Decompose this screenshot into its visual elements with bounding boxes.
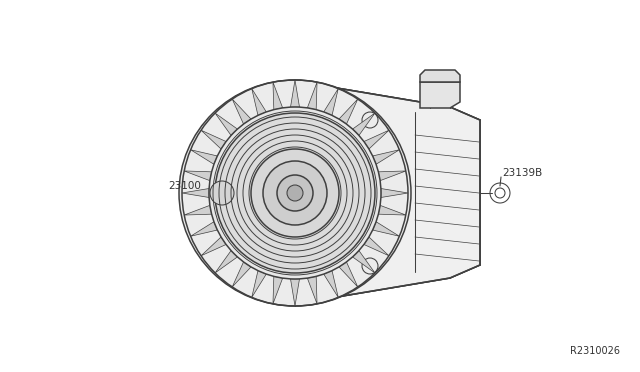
Circle shape (277, 175, 313, 211)
Polygon shape (291, 279, 300, 306)
Circle shape (215, 113, 375, 273)
Polygon shape (324, 270, 339, 297)
Ellipse shape (179, 80, 411, 306)
Ellipse shape (180, 80, 410, 305)
Polygon shape (378, 171, 406, 181)
Polygon shape (191, 150, 218, 164)
Polygon shape (353, 251, 375, 273)
Polygon shape (273, 276, 283, 304)
Polygon shape (378, 205, 406, 215)
Polygon shape (307, 276, 317, 304)
Polygon shape (215, 251, 237, 273)
Polygon shape (201, 237, 226, 256)
Polygon shape (191, 222, 218, 236)
Polygon shape (201, 130, 226, 149)
Polygon shape (182, 189, 209, 198)
Polygon shape (339, 99, 358, 124)
Polygon shape (291, 80, 300, 107)
Polygon shape (372, 150, 399, 164)
Polygon shape (420, 70, 460, 82)
Polygon shape (273, 82, 283, 110)
Text: 23100: 23100 (168, 181, 201, 191)
Circle shape (209, 107, 381, 279)
Polygon shape (184, 171, 212, 181)
Circle shape (251, 149, 339, 237)
Polygon shape (339, 262, 358, 287)
Polygon shape (324, 89, 339, 115)
Polygon shape (184, 205, 212, 215)
Circle shape (287, 185, 303, 201)
Polygon shape (364, 237, 389, 256)
Text: R2310026: R2310026 (570, 346, 620, 356)
Polygon shape (232, 99, 251, 124)
Polygon shape (364, 130, 389, 149)
Polygon shape (307, 82, 317, 110)
Polygon shape (215, 113, 237, 135)
Polygon shape (232, 262, 251, 287)
Polygon shape (295, 81, 480, 304)
Polygon shape (420, 82, 460, 108)
Circle shape (210, 181, 234, 205)
Polygon shape (252, 89, 266, 115)
Text: 23139B: 23139B (502, 168, 542, 178)
Polygon shape (381, 189, 408, 198)
Polygon shape (372, 222, 399, 236)
Polygon shape (252, 270, 266, 297)
Polygon shape (353, 113, 375, 135)
Circle shape (263, 161, 327, 225)
